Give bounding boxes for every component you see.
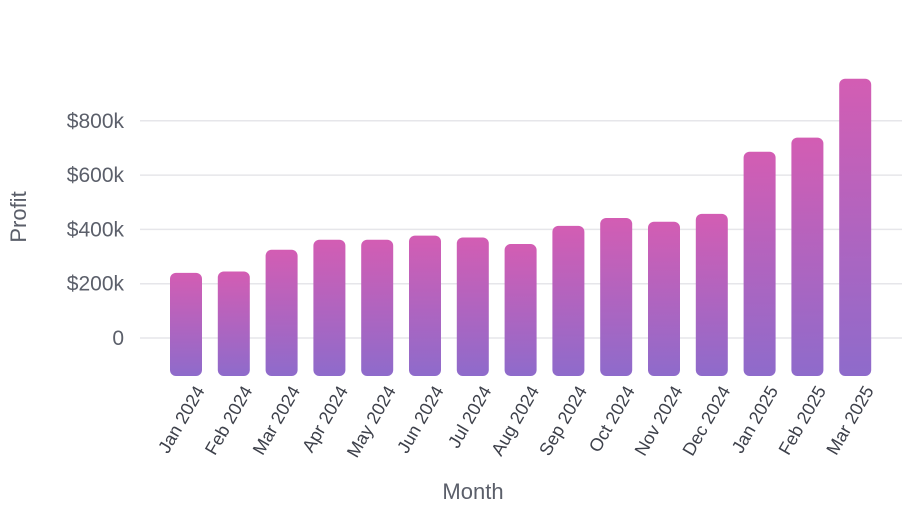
x-tick-label: Oct 2024	[585, 382, 639, 455]
x-tick-label: Feb 2025	[775, 382, 830, 458]
y-tick-label: $800k	[67, 110, 125, 133]
bar	[170, 272, 202, 376]
y-axis-ticks: 0 $200k $400k $600k $800k	[67, 110, 125, 350]
bar	[361, 239, 394, 376]
x-tick-label: May 2024	[343, 382, 400, 460]
bar	[839, 78, 872, 376]
x-tick-label: Dec 2024	[678, 382, 734, 459]
bar	[313, 239, 346, 376]
x-tick-label: Nov 2024	[631, 382, 687, 459]
x-tick-label: Jan 2024	[154, 382, 208, 456]
bar	[217, 271, 250, 376]
x-tick-label: Mar 2025	[822, 382, 877, 458]
x-tick-label: Jul 2024	[444, 382, 495, 451]
bar	[456, 237, 489, 376]
bar	[743, 151, 776, 376]
x-tick-label: Sep 2024	[535, 382, 591, 459]
x-tick-label: Feb 2024	[201, 382, 256, 458]
bars	[170, 78, 872, 376]
bar	[265, 249, 298, 376]
x-tick-label: Aug 2024	[487, 382, 543, 459]
bar	[695, 213, 728, 376]
bar	[600, 217, 633, 376]
bar	[648, 221, 680, 376]
x-tick-label: Mar 2024	[249, 382, 304, 458]
x-axis-title: Month	[442, 479, 503, 504]
bar	[791, 137, 824, 376]
y-axis-title: Profit	[6, 191, 31, 242]
bar	[504, 244, 537, 376]
y-tick-label: $600k	[67, 164, 125, 187]
x-tick-label: Jun 2024	[393, 382, 447, 456]
y-tick-label: 0	[112, 327, 124, 350]
bar	[409, 235, 441, 376]
y-tick-label: $200k	[67, 273, 125, 296]
x-tick-label: Jan 2025	[728, 382, 782, 456]
y-tick-label: $400k	[67, 218, 125, 241]
bar	[552, 225, 585, 376]
x-tick-label: Apr 2024	[298, 382, 352, 455]
